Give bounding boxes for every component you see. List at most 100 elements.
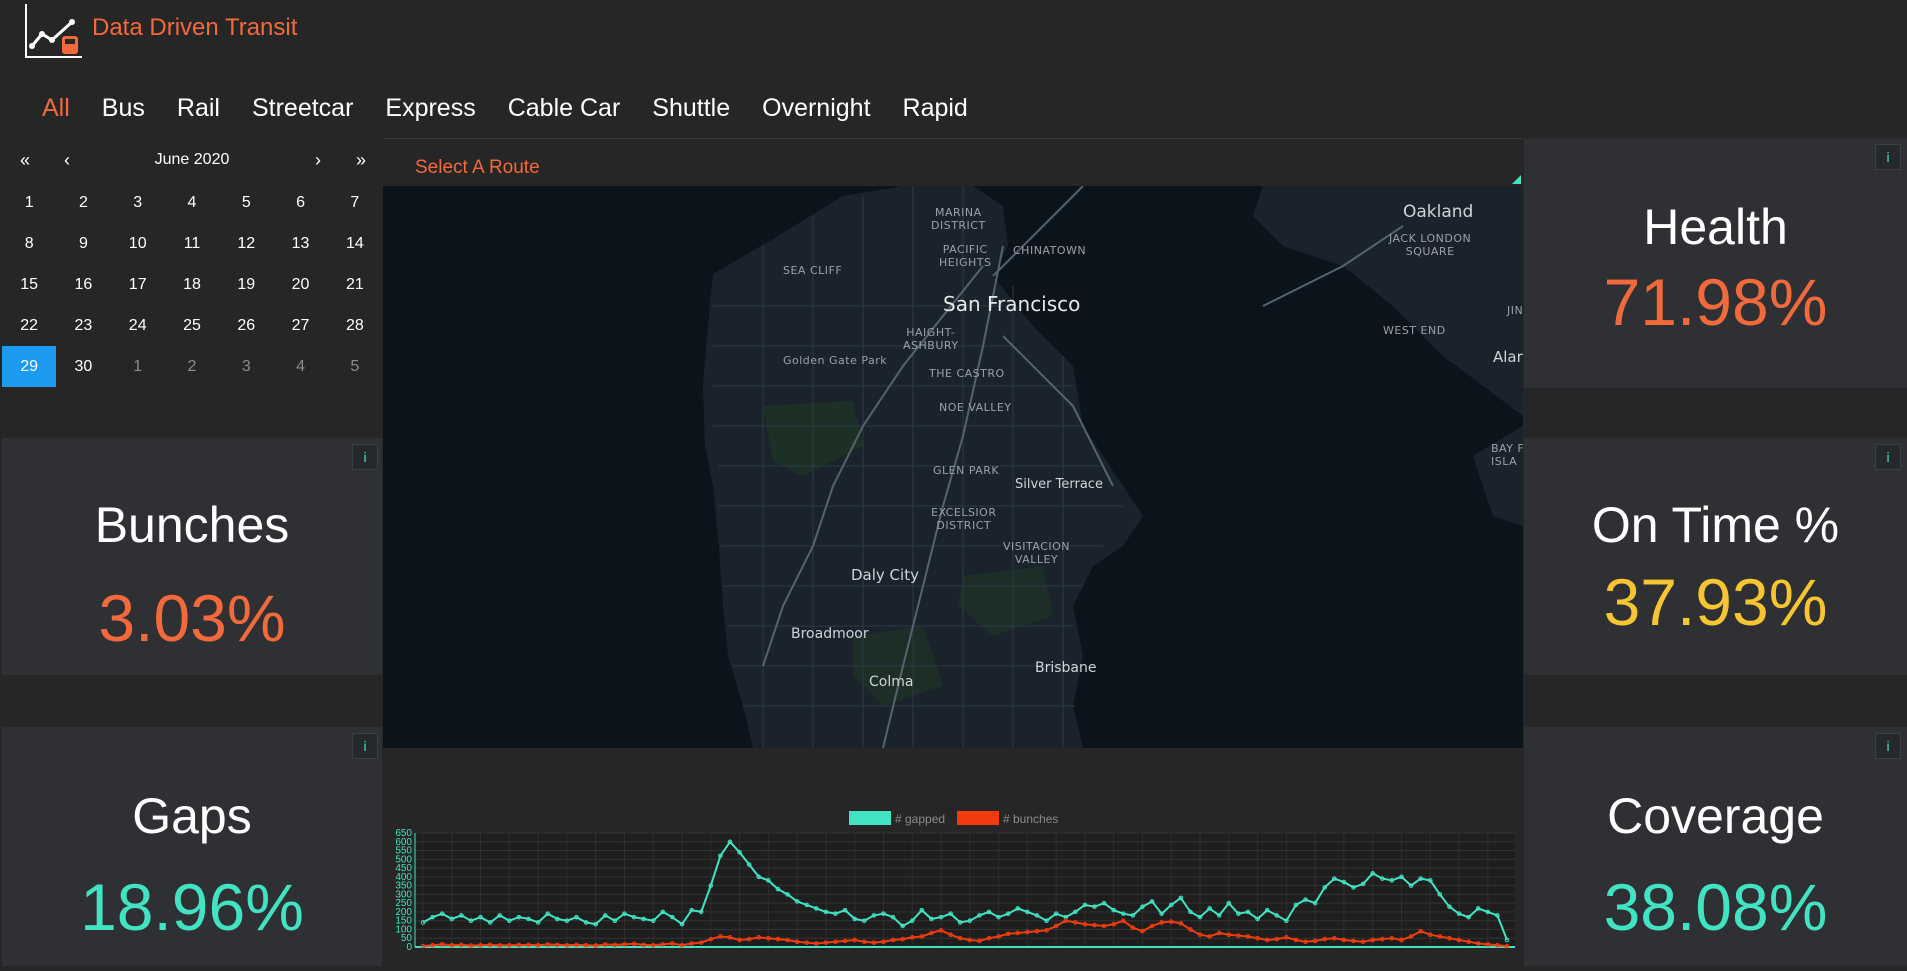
data-point-bunches[interactable] bbox=[737, 937, 742, 943]
data-point-gapped[interactable] bbox=[1207, 906, 1212, 911]
data-point-bunches[interactable] bbox=[1111, 921, 1116, 927]
data-point-bunches[interactable] bbox=[1245, 934, 1251, 939]
data-point-gapped[interactable] bbox=[439, 911, 445, 916]
data-point-gapped[interactable] bbox=[670, 914, 675, 920]
calendar-day[interactable]: 16 bbox=[74, 275, 93, 293]
data-point-bunches[interactable] bbox=[1456, 937, 1462, 943]
data-point-gapped[interactable] bbox=[1322, 885, 1328, 890]
data-point-bunches[interactable] bbox=[1226, 932, 1232, 938]
data-point-bunches[interactable] bbox=[804, 940, 810, 945]
data-point-gapped[interactable] bbox=[861, 918, 867, 923]
data-point-bunches[interactable] bbox=[1207, 934, 1212, 939]
data-point-gapped[interactable] bbox=[967, 918, 973, 923]
calendar-day[interactable]: 5 bbox=[350, 357, 360, 375]
data-point-bunches[interactable] bbox=[641, 942, 646, 948]
data-point-bunches[interactable] bbox=[1303, 939, 1308, 945]
calendar-day[interactable]: 1 bbox=[24, 193, 34, 211]
data-point-gapped[interactable] bbox=[718, 853, 723, 859]
tab-shuttle[interactable]: Shuttle bbox=[652, 94, 731, 122]
data-point-gapped[interactable] bbox=[900, 923, 905, 929]
data-point-gapped[interactable] bbox=[1005, 911, 1011, 916]
data-point-bunches[interactable] bbox=[766, 935, 771, 941]
data-point-bunches[interactable] bbox=[698, 940, 704, 945]
data-point-gapped[interactable] bbox=[1053, 911, 1059, 916]
data-point-bunches[interactable] bbox=[487, 942, 493, 948]
data-point-gapped[interactable] bbox=[804, 902, 810, 908]
data-point-bunches[interactable] bbox=[1073, 920, 1078, 925]
calendar-day[interactable]: 10 bbox=[128, 234, 147, 252]
bunches-info-button[interactable]: i bbox=[352, 444, 378, 470]
data-point-gapped[interactable] bbox=[919, 907, 925, 913]
data-point-gapped[interactable] bbox=[1073, 909, 1078, 915]
data-point-gapped[interactable] bbox=[1044, 918, 1049, 923]
data-point-gapped[interactable] bbox=[823, 909, 829, 915]
data-point-bunches[interactable] bbox=[823, 940, 829, 945]
calendar-day[interactable]: 7 bbox=[350, 193, 360, 211]
data-point-gapped[interactable] bbox=[1341, 879, 1347, 885]
data-point-bunches[interactable] bbox=[602, 942, 608, 947]
tab-rail[interactable]: Rail bbox=[176, 94, 220, 122]
data-point-bunches[interactable] bbox=[708, 936, 714, 942]
calendar-day[interactable]: 3 bbox=[133, 193, 143, 211]
legend-label[interactable]: # bunches bbox=[1003, 812, 1058, 826]
legend-swatch[interactable] bbox=[849, 811, 891, 825]
data-point-bunches[interactable] bbox=[1178, 921, 1184, 926]
data-point-bunches[interactable] bbox=[900, 936, 905, 942]
data-point-bunches[interactable] bbox=[660, 942, 666, 947]
data-point-gapped[interactable] bbox=[842, 907, 848, 913]
calendar-day[interactable]: 24 bbox=[128, 316, 147, 334]
data-point-gapped[interactable] bbox=[1197, 914, 1203, 920]
data-point-bunches[interactable] bbox=[650, 942, 656, 948]
data-point-gapped[interactable] bbox=[679, 921, 685, 927]
data-point-bunches[interactable] bbox=[1255, 935, 1260, 941]
data-point-bunches[interactable] bbox=[996, 934, 1001, 939]
data-point-gapped[interactable] bbox=[1485, 909, 1491, 915]
data-point-bunches[interactable] bbox=[746, 936, 752, 942]
data-point-bunches[interactable] bbox=[794, 939, 800, 945]
tab-overnight[interactable]: Overnight bbox=[762, 94, 871, 122]
data-point-bunches[interactable] bbox=[938, 928, 944, 933]
data-point-gapped[interactable] bbox=[1303, 897, 1308, 902]
data-point-gapped[interactable] bbox=[660, 909, 666, 915]
data-point-bunches[interactable] bbox=[967, 937, 973, 943]
data-point-bunches[interactable] bbox=[555, 942, 560, 948]
legend-swatch[interactable] bbox=[957, 811, 999, 825]
data-point-gapped[interactable] bbox=[938, 914, 944, 920]
calendar-day[interactable]: 20 bbox=[291, 275, 310, 293]
data-point-gapped[interactable] bbox=[698, 909, 704, 915]
data-point-bunches[interactable] bbox=[631, 941, 637, 947]
data-point-gapped[interactable] bbox=[1168, 902, 1174, 908]
calendar-day[interactable]: 5 bbox=[241, 193, 251, 211]
data-point-gapped[interactable] bbox=[833, 911, 838, 916]
data-point-bunches[interactable] bbox=[1159, 920, 1164, 925]
calendar-day[interactable]: 11 bbox=[183, 234, 201, 252]
calendar-day[interactable]: 1 bbox=[133, 357, 143, 375]
data-point-bunches[interactable] bbox=[1130, 925, 1136, 931]
health-info-button[interactable]: i bbox=[1875, 144, 1901, 170]
data-point-gapped[interactable] bbox=[1274, 913, 1280, 918]
prev-year-button[interactable]: « bbox=[20, 150, 31, 170]
data-point-bunches[interactable] bbox=[535, 942, 541, 948]
legend-label[interactable]: # gapped bbox=[895, 812, 945, 826]
data-point-bunches[interactable] bbox=[871, 940, 877, 945]
tab-all[interactable]: All bbox=[42, 94, 70, 122]
data-point-bunches[interactable] bbox=[1332, 935, 1337, 941]
data-point-bunches[interactable] bbox=[1360, 939, 1366, 945]
data-point-gapped[interactable] bbox=[468, 918, 474, 923]
calendar-day[interactable]: 2 bbox=[78, 193, 88, 211]
data-point-bunches[interactable] bbox=[1274, 936, 1280, 942]
data-point-bunches[interactable] bbox=[689, 941, 694, 946]
calendar-day[interactable]: 22 bbox=[20, 316, 39, 334]
data-point-bunches[interactable] bbox=[526, 942, 531, 948]
data-point-bunches[interactable] bbox=[948, 932, 953, 938]
data-point-bunches[interactable] bbox=[612, 942, 618, 948]
data-point-gapped[interactable] bbox=[1082, 902, 1088, 908]
calendar-day[interactable]: 19 bbox=[237, 275, 256, 293]
data-point-bunches[interactable] bbox=[756, 935, 762, 940]
data-point-gapped[interactable] bbox=[535, 920, 541, 925]
calendar-day[interactable]: 18 bbox=[183, 275, 201, 293]
data-point-gapped[interactable] bbox=[1015, 906, 1021, 911]
data-point-gapped[interactable] bbox=[574, 914, 579, 920]
data-point-gapped[interactable] bbox=[1130, 913, 1136, 918]
data-point-gapped[interactable] bbox=[1120, 911, 1126, 916]
